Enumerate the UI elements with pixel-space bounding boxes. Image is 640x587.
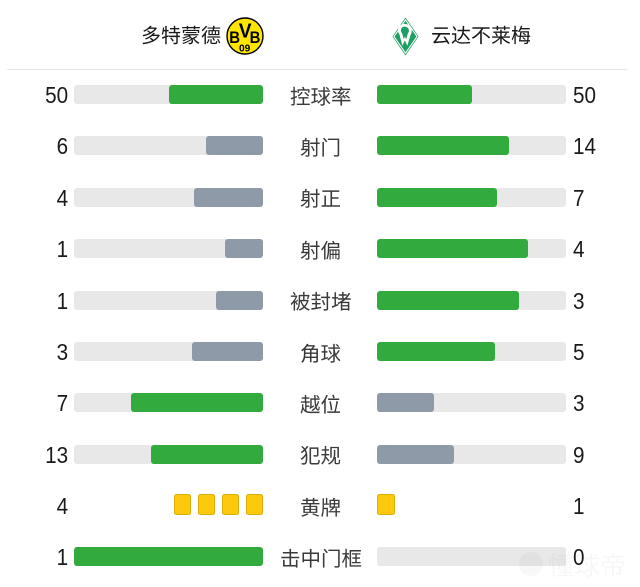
svg-text:B: B <box>249 29 260 47</box>
svg-text:B: B <box>229 29 240 47</box>
svg-text:09: 09 <box>239 43 251 54</box>
svg-text:V: V <box>238 19 251 42</box>
